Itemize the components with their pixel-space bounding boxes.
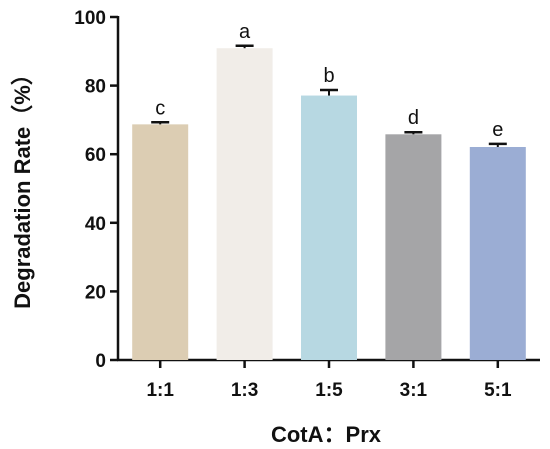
bars: c a b d e: [132, 21, 526, 360]
x-tick-label: 5:1: [484, 380, 512, 401]
y-tick-label: 40: [85, 214, 106, 235]
significance-label: e: [492, 119, 503, 141]
x-tick-label: 3:1: [400, 380, 428, 401]
x-tick-label: 1:1: [146, 380, 174, 401]
y-tick-label: 80: [85, 77, 106, 98]
y-tick-label: 20: [85, 282, 106, 303]
y-tick-label: 60: [85, 145, 106, 166]
bar-1-5: [301, 95, 357, 360]
significance-label: b: [323, 65, 334, 87]
x-axis: 1:1 1:3 1:5 3:1 5:1: [117, 358, 540, 401]
bar-1-3: [216, 48, 273, 360]
bar-3-1: [385, 134, 442, 360]
y-axis-title: Degradation Rate（%）: [10, 63, 35, 309]
bar-1-1: [132, 124, 189, 360]
significance-label: c: [155, 97, 165, 119]
y-tick-label: 100: [74, 8, 106, 29]
y-tick-label: 0: [95, 351, 106, 372]
x-tick-label: 1:3: [231, 380, 258, 401]
significance-label: a: [239, 21, 251, 43]
x-axis-title: CotA：Prx: [271, 422, 382, 447]
x-tick-label: 1:5: [315, 380, 343, 401]
bar-5-1: [469, 146, 526, 360]
y-axis: 0 20 40 60 80 100: [74, 8, 120, 372]
significance-label: d: [408, 107, 419, 129]
